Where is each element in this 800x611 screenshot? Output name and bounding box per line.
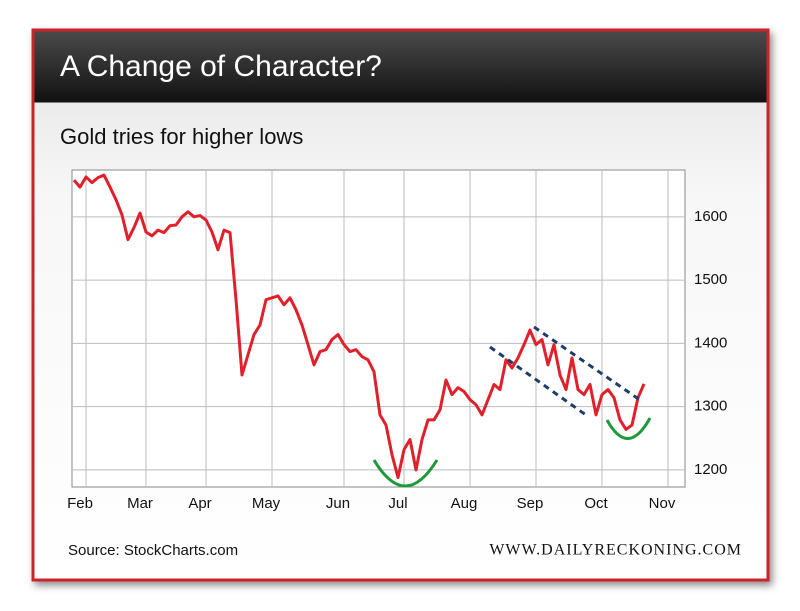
x-tick-label: Apr <box>188 495 211 512</box>
y-tick-label: 1300 <box>694 398 727 415</box>
higher-low-arc <box>372 459 439 488</box>
y-tick-label: 1200 <box>694 461 727 478</box>
x-tick-label: Mar <box>127 495 153 512</box>
price-line <box>72 173 646 480</box>
x-tick-label: May <box>252 495 281 512</box>
trend-line <box>489 345 587 417</box>
header-bar <box>34 31 767 103</box>
y-tick-label: 1500 <box>694 271 727 288</box>
x-tick-label: Feb <box>67 495 93 512</box>
source: Source: StockCharts.com <box>68 542 238 559</box>
chart-title: A Change of Character? <box>60 50 382 83</box>
plot-area <box>71 169 686 488</box>
x-tick-label: Oct <box>584 495 608 512</box>
y-tick-label: 1600 <box>694 208 727 225</box>
y-tick-label: 1400 <box>694 334 727 351</box>
chart-subtitle: Gold tries for higher lows <box>60 124 303 149</box>
x-tick-label: Sep <box>517 495 544 512</box>
brand: WWW.DAILYRECKONING.COM <box>489 542 742 559</box>
x-tick-label: Nov <box>649 495 676 512</box>
x-tick-label: Jul <box>388 495 407 512</box>
x-tick-label: Jun <box>326 495 350 512</box>
x-tick-label: Aug <box>451 495 478 512</box>
higher-low-arc <box>605 417 652 440</box>
